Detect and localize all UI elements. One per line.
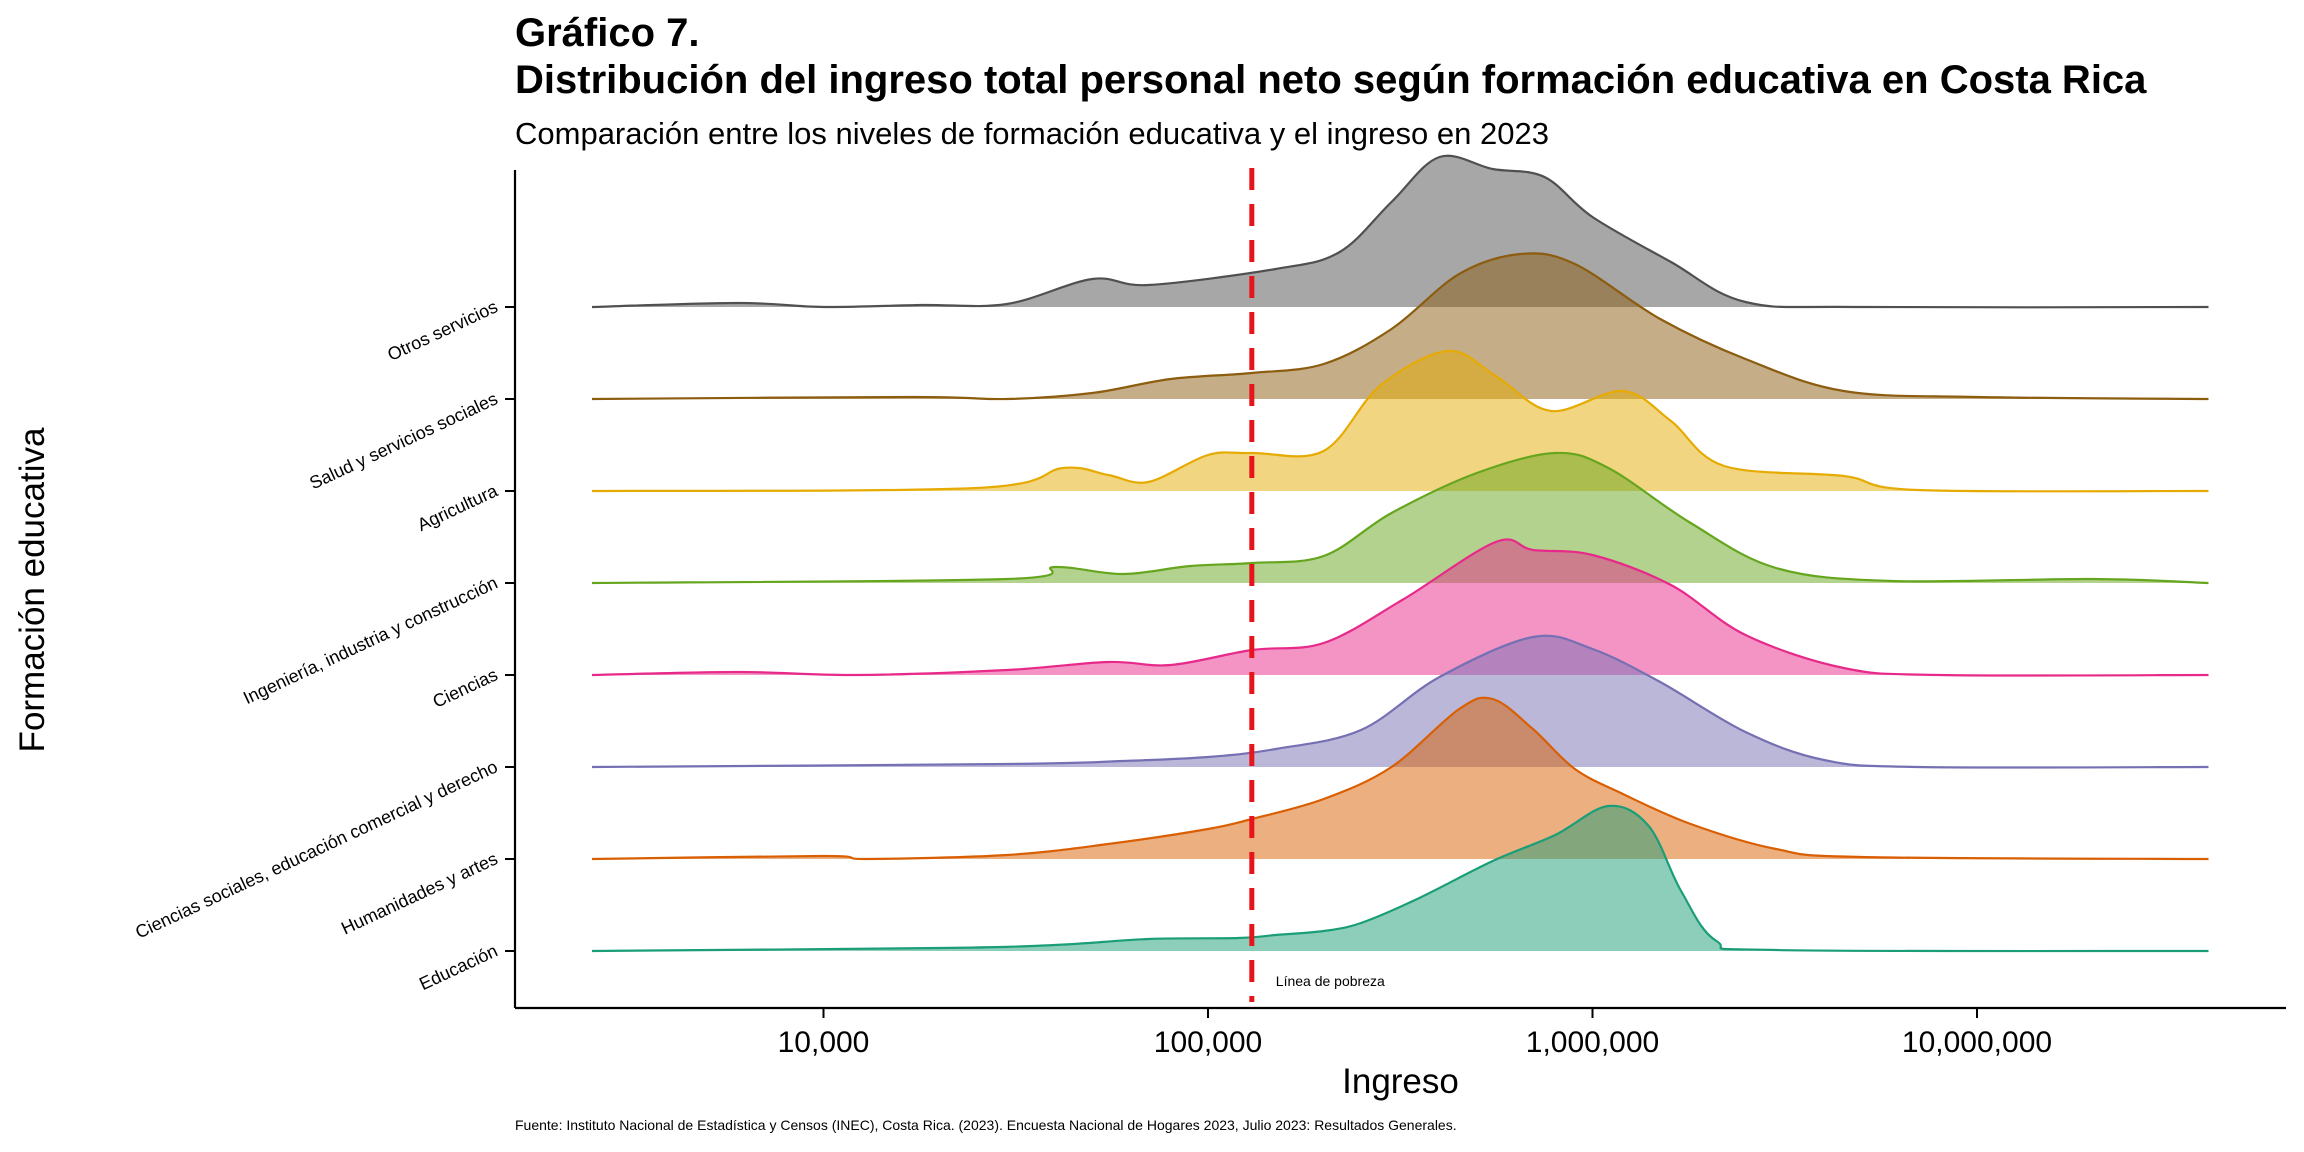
y-tick-label: Otros servicios	[384, 296, 500, 364]
x-ticks: 10,000 100,000 1,000,000 10,000,000	[778, 1008, 2052, 1059]
x-tick-label: 1,000,000	[1526, 1026, 1659, 1059]
ridge-area	[592, 539, 2209, 676]
ridges-group	[591, 154, 2209, 953]
chart-title-line-2: Distribución del ingreso total personal …	[515, 58, 2147, 102]
ridge-line	[591, 252, 2209, 401]
x-tick-label: 10,000	[778, 1026, 870, 1059]
source-note: Fuente: Instituto Nacional de Estadístic…	[515, 1117, 1457, 1133]
x-tick-label: 10,000,000	[1902, 1026, 2052, 1059]
ridge-area	[592, 697, 2209, 860]
ridge-otros-servicios	[591, 154, 2209, 309]
poverty-line-label: Línea de pobreza	[1276, 973, 1385, 989]
ridge-ciencias	[591, 538, 2209, 677]
ridge-agricultura	[591, 349, 2209, 493]
ridge-line	[591, 634, 2209, 769]
y-axis-title: Formación educativa	[13, 427, 52, 752]
x-axis-title: Ingreso	[1342, 1062, 1459, 1101]
x-tick-label: 100,000	[1154, 1026, 1262, 1059]
ridge-ingenieria-industria-y-construccion	[591, 451, 2209, 585]
chart-subtitle: Comparación entre los niveles de formaci…	[515, 116, 1549, 151]
ridge-area	[592, 155, 2209, 308]
ridge-area	[592, 350, 2209, 492]
ridge-line	[591, 804, 2209, 953]
ridge-line	[591, 154, 2209, 309]
chart-title: Gráfico 7.	[515, 11, 700, 55]
y-tick-label: Agricultura	[414, 480, 501, 535]
ridge-line	[591, 349, 2209, 493]
ridge-area	[592, 635, 2209, 768]
ridge-area	[592, 253, 2209, 400]
y-tick-label: Humanidades y artes	[338, 848, 501, 938]
ridge-salud-y-servicios-sociales	[591, 252, 2209, 401]
ridge-line	[591, 538, 2209, 677]
ridge-humanidades-y-artes	[591, 696, 2209, 861]
y-tick-label: Ciencias sociales, educación comercial y…	[132, 756, 500, 942]
y-tick-label: Educación	[416, 940, 501, 994]
ridge-area	[592, 452, 2209, 583]
ridge-line	[591, 451, 2209, 585]
ridge-line	[591, 696, 2209, 861]
y-tick-label: Salud y servicios sociales	[306, 388, 500, 493]
ridge-ciencias-sociales-educacion-comercial-y-derecho	[591, 634, 2209, 769]
y-tick-label: Ciencias	[430, 664, 501, 711]
ridge-educacion	[591, 804, 2209, 953]
y-tick-labels: Otros servicios Salud y servicios sociale…	[132, 296, 515, 994]
ridge-area	[592, 805, 2209, 952]
